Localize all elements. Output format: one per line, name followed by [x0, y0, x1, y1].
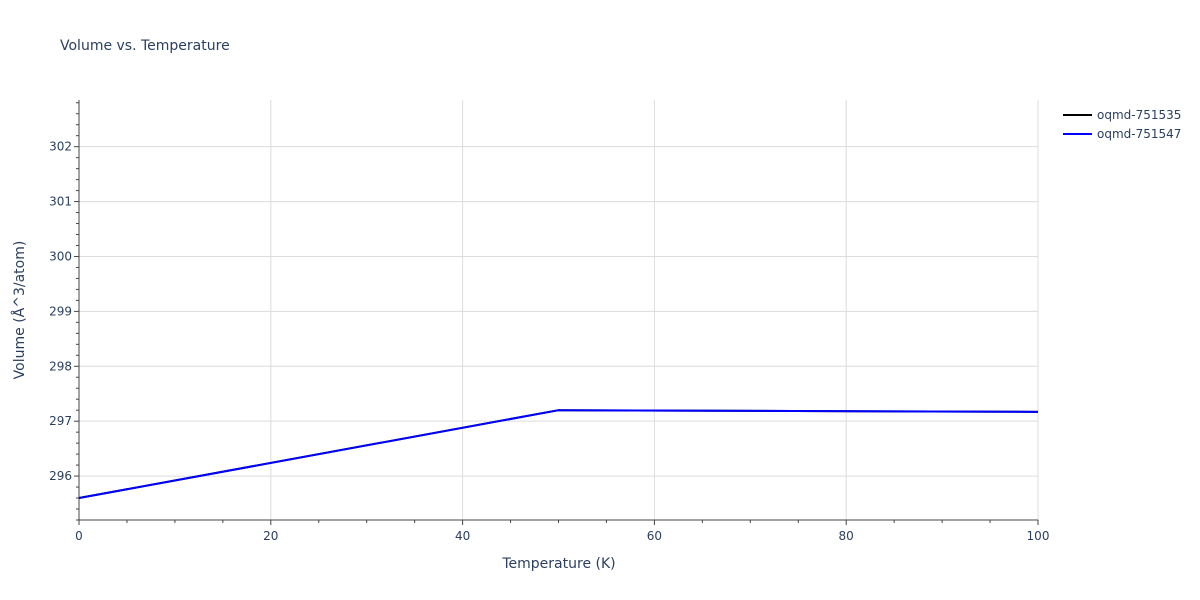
y-tick-label: 296 [49, 469, 72, 483]
y-tick-label: 300 [49, 249, 72, 263]
x-tick-label: 100 [1027, 529, 1050, 543]
legend[interactable]: oqmd-751535 oqmd-751547 [1063, 108, 1181, 141]
x-tick-label: 40 [455, 529, 470, 543]
y-tick-label: 299 [49, 304, 72, 318]
series-line-oqmd-751535 [78, 409, 1039, 500]
x-ticks: 0 20 40 60 80 100 [75, 529, 1049, 543]
legend-item[interactable]: oqmd-751547 [1063, 127, 1181, 141]
x-tick-label: 20 [263, 529, 278, 543]
legend-item[interactable]: oqmd-751535 [1063, 108, 1181, 122]
series-lines [78, 409, 1039, 500]
chart-title: Volume vs. Temperature [60, 38, 230, 54]
y-tick-label: 302 [49, 140, 72, 154]
x-tick-label: 0 [75, 529, 83, 543]
legend-label: oqmd-751547 [1097, 127, 1181, 141]
x-tick-label: 60 [647, 529, 662, 543]
y-tick-label: 298 [49, 359, 72, 373]
axes [74, 100, 1039, 525]
y-axis-title: Volume (Å^3/atom) [11, 241, 28, 380]
legend-label: oqmd-751535 [1097, 108, 1181, 122]
series-line-oqmd-751547 [78, 409, 1039, 500]
x-tick-label: 80 [839, 529, 854, 543]
y-tick-label: 301 [49, 195, 72, 209]
x-gridlines [270, 100, 1039, 520]
y-gridlines [79, 146, 1038, 477]
y-ticks: 296 297 298 299 300 301 302 [49, 140, 72, 483]
x-axis-title: Temperature (K) [501, 556, 615, 572]
y-tick-label: 297 [49, 414, 72, 428]
